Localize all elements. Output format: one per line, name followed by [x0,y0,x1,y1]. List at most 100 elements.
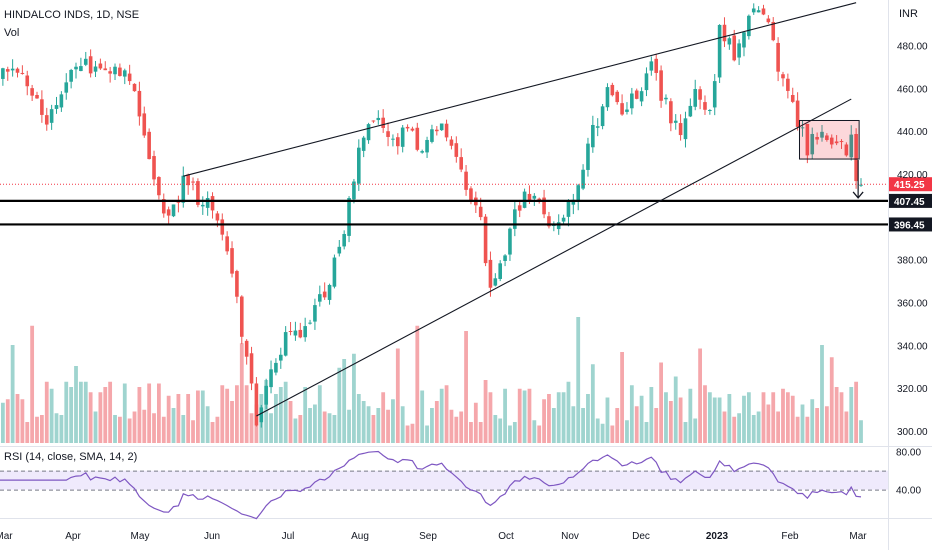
rsi-line [0,450,862,520]
volume-bar [498,418,503,443]
candle-body [537,198,542,201]
volume-bar [400,406,405,443]
volume-bar [644,422,649,443]
candle-body [761,8,766,15]
volume-bar [196,390,200,443]
candle-body [756,10,761,13]
volume-bar [547,394,551,443]
candle-body [196,181,200,205]
volume-bar [605,397,610,443]
volume-bar [239,343,244,443]
volume-bar [771,392,776,443]
candle-body [205,198,210,208]
candle-body [317,294,322,302]
volume-bar [366,406,371,443]
candle-body [698,89,702,100]
price-tick-label: 300.00 [897,427,928,438]
volume-bar [756,411,761,443]
volume-bar [103,387,108,443]
candle-body [79,66,83,72]
candle-body [805,123,810,156]
candle-body [303,326,307,338]
volume-bar [512,422,517,443]
candle-body [561,217,566,222]
candle-body [254,383,259,426]
volume-bar [15,394,20,443]
volume-bar [176,394,181,443]
candle-body [342,233,346,247]
volume-bar [810,399,815,443]
candle-body [513,209,517,229]
volume-bar [493,415,498,443]
candle-body [147,131,151,160]
volume-bar [751,415,756,443]
volume-bar [434,401,439,443]
candle-body [127,73,132,82]
price-badge-label: 396.45 [894,220,925,231]
candle-body [459,157,463,170]
volume-bar [200,390,205,443]
volume-bar [503,388,507,443]
time-axis-label: Jun [204,531,220,542]
candle-body [298,329,303,338]
candle-body [727,38,732,45]
candle-body [508,228,512,255]
volume-bar [688,388,693,443]
candle-body [396,137,400,147]
candle-body [469,188,473,201]
volume-bar [620,352,624,443]
volume-bar [566,381,571,443]
candle-body [644,73,649,91]
volume-bar [317,385,322,443]
rsi-panel [0,450,888,520]
price-tick-label: 340.00 [897,341,928,352]
candle-body [269,369,273,388]
candle-body [654,58,659,73]
volume-bar [859,420,863,443]
volume-bar [361,401,366,443]
candle-body [435,129,439,132]
rsi-tick-label: 40.00 [896,486,921,497]
volume-bar [746,392,751,443]
candle-body [620,103,624,115]
volume-bar [93,411,98,443]
volume-bar [537,425,542,443]
volume-bar [722,411,727,443]
volume-bar [839,392,844,443]
volume-bar [527,388,532,443]
volume-bar [356,394,361,443]
candle-body [357,147,361,184]
volume-bar [337,367,342,443]
price-badge-label: 415.25 [894,180,925,191]
candle-body [5,69,10,72]
candle-body [581,169,585,189]
volume-bar [444,385,449,443]
price-tick-label: 320.00 [897,384,928,395]
candle-body [283,332,288,356]
volume-bar [649,387,654,443]
volume-bar [171,408,176,443]
volume-label: Vol [4,27,20,39]
volume-bar [508,425,512,443]
candle-body [64,82,69,93]
volume-bar [25,422,30,443]
volume-bar [473,402,478,443]
volume-bar [191,420,195,443]
volume-bar [410,423,415,443]
candle-body [430,129,434,142]
volume-bar [166,395,171,443]
candle-body [352,181,356,200]
volume-bar [5,399,10,443]
volume-bars [0,317,863,443]
volume-bar [244,385,249,443]
candle-body [493,278,498,286]
candle-body [366,124,371,141]
volume-bar [161,416,166,443]
time-axis-label: Mar [0,531,13,542]
candle-body [722,24,727,42]
volume-bar [147,383,152,443]
candle-body [795,100,800,127]
volume-bar [10,345,15,443]
volume-bar [800,404,805,443]
